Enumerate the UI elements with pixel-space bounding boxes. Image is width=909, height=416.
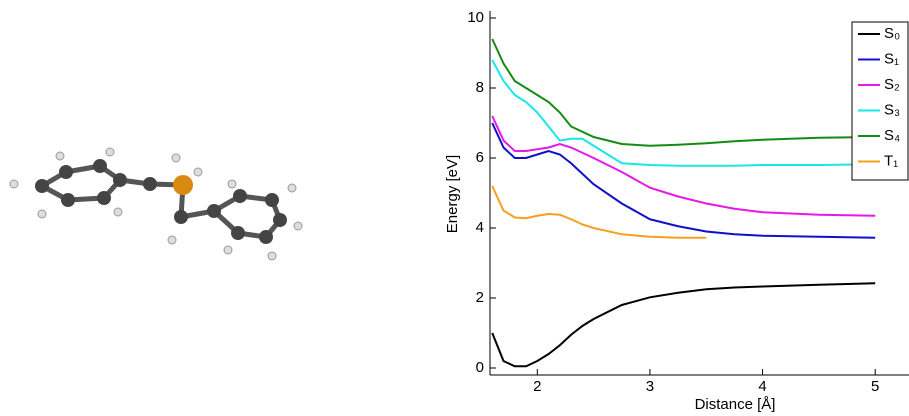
y-tick-label: 0 bbox=[476, 359, 484, 376]
y-tick-label: 10 bbox=[467, 9, 484, 26]
x-tick-label: 3 bbox=[646, 378, 654, 395]
series-line bbox=[492, 186, 706, 238]
series-line bbox=[492, 283, 875, 366]
y-tick-label: 8 bbox=[476, 79, 484, 96]
series-line bbox=[492, 60, 875, 166]
y-tick-label: 6 bbox=[476, 149, 484, 166]
x-axis-label: Distance [Å] bbox=[695, 396, 776, 413]
x-tick-label: 2 bbox=[533, 378, 541, 395]
legend-label: S₂ bbox=[884, 76, 900, 93]
molecule bbox=[10, 148, 302, 260]
legend-label: S₁ bbox=[884, 50, 899, 67]
y-axis-label: Energy [eV] bbox=[444, 155, 461, 233]
x-tick-label: 5 bbox=[871, 378, 879, 395]
y-tick-label: 2 bbox=[476, 289, 484, 306]
figure: Distance [Å] Energy [eV] 0 2 4 6 8 10 2 3 4 5 S₀ S₁… bbox=[0, 0, 909, 416]
x-tick-label: 4 bbox=[758, 378, 766, 395]
legend-label: S₄ bbox=[884, 127, 900, 144]
legend-label: S₃ bbox=[884, 101, 900, 118]
y-tick-label: 4 bbox=[476, 219, 484, 236]
series-line bbox=[492, 123, 875, 238]
legend-label: T₁ bbox=[884, 152, 898, 169]
series-line bbox=[492, 39, 875, 146]
legend-label: S₀ bbox=[884, 25, 900, 42]
